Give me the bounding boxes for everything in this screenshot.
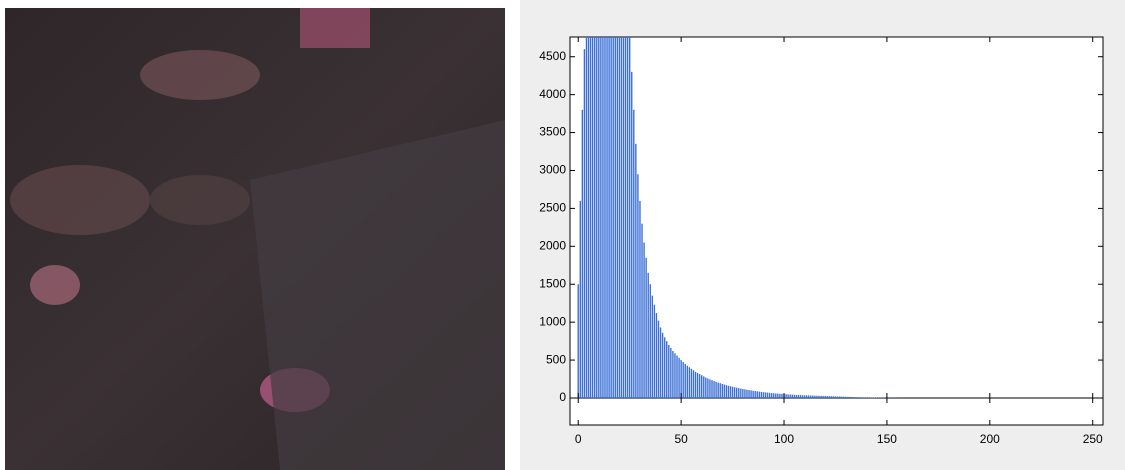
x-tick-label: 200: [980, 432, 1000, 446]
colorbar-strip: [569, 397, 1104, 426]
x-tick-label: 0: [575, 432, 582, 446]
stems: [577, 37, 907, 398]
y-tick-label: 0: [559, 390, 566, 404]
x-tick-label: 250: [1083, 432, 1103, 446]
photo: [5, 8, 505, 470]
y-tick-label: 2500: [539, 201, 566, 215]
y-tick-label: 500: [546, 352, 566, 366]
x-tick-label: 100: [774, 432, 794, 446]
x-tick-label: 150: [877, 432, 897, 446]
y-tick-label: 3500: [539, 125, 566, 139]
y-tick-label: 3000: [539, 163, 566, 177]
x-tick-label: 50: [674, 432, 688, 446]
y-tick-label: 1500: [539, 276, 566, 290]
y-tick-label: 4500: [539, 49, 566, 63]
y-tick-label: 4000: [539, 87, 566, 101]
y-tick-label: 2000: [539, 238, 566, 252]
y-tick-label: 1000: [539, 314, 566, 328]
